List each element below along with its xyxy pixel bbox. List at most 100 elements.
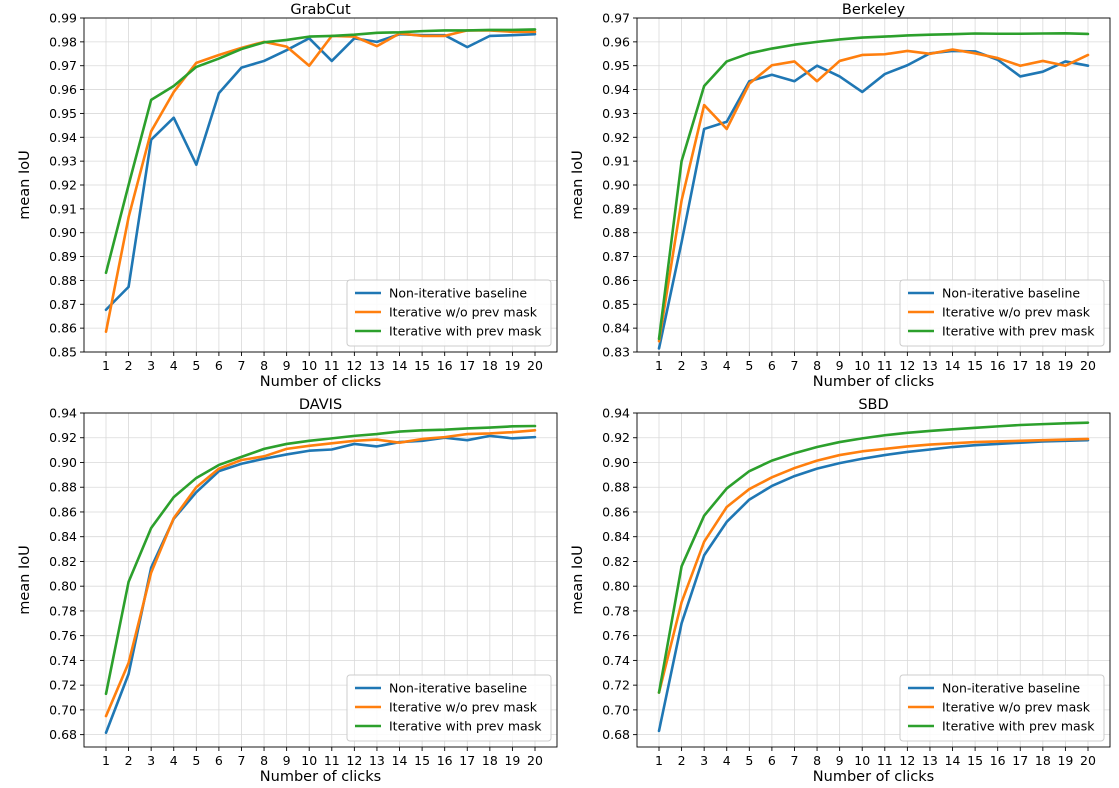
legend-label: Iterative w/o prev mask bbox=[942, 700, 1091, 715]
x-tick-label: 9 bbox=[283, 753, 291, 768]
y-tick-label: 0.76 bbox=[602, 628, 630, 643]
x-tick-label: 3 bbox=[700, 753, 708, 768]
y-tick-label: 0.95 bbox=[602, 58, 630, 73]
x-tick-label: 20 bbox=[1080, 753, 1096, 768]
series-line-1 bbox=[104, 32, 537, 312]
series-line-3 bbox=[104, 28, 537, 275]
y-tick-label: 0.82 bbox=[602, 554, 630, 569]
y-tick-label: 0.74 bbox=[602, 653, 630, 668]
legend: Non-iterative baseline Iterative w/o prev… bbox=[346, 279, 552, 347]
y-tick-label: 0.72 bbox=[49, 678, 77, 693]
x-tick-label: 11 bbox=[877, 753, 893, 768]
series-line-1 bbox=[657, 438, 1090, 733]
y-tick-label: 0.96 bbox=[49, 82, 77, 97]
x-tick-label: 6 bbox=[768, 358, 776, 373]
y-tick-label: 0.85 bbox=[602, 297, 630, 312]
legend: Non-iterative baseline Iterative w/o prev… bbox=[899, 674, 1105, 742]
x-tick-label: 20 bbox=[527, 358, 543, 373]
y-tick-label: 0.68 bbox=[49, 727, 77, 742]
x-tick-label: 5 bbox=[192, 358, 200, 373]
x-tick-label: 2 bbox=[678, 753, 686, 768]
y-tick-label: 0.80 bbox=[49, 579, 77, 594]
y-tick-label: 0.95 bbox=[49, 106, 77, 121]
x-tick-label: 13 bbox=[922, 753, 938, 768]
legend-box bbox=[346, 279, 552, 347]
x-tick-label: 13 bbox=[369, 358, 385, 373]
legend-box bbox=[346, 674, 552, 742]
series-line-2 bbox=[104, 429, 537, 718]
legend-label: Non-iterative baseline bbox=[942, 286, 1080, 301]
x-tick-label: 1 bbox=[102, 753, 110, 768]
x-tick-label: 9 bbox=[836, 753, 844, 768]
y-tick-label: 0.83 bbox=[602, 345, 630, 360]
y-tick-label: 0.72 bbox=[602, 678, 630, 693]
plot-frame bbox=[636, 17, 1111, 353]
series-line-3 bbox=[657, 31, 1090, 341]
x-tick-label: 13 bbox=[369, 753, 385, 768]
x-tick-label: 8 bbox=[813, 753, 821, 768]
x-tick-label: 7 bbox=[237, 358, 245, 373]
x-tick-label: 9 bbox=[283, 358, 291, 373]
y-axis-label: mean IoU bbox=[570, 545, 586, 615]
x-tick-label: 1 bbox=[102, 358, 110, 373]
x-tick-label: 5 bbox=[745, 358, 753, 373]
y-axis-label: mean IoU bbox=[17, 150, 33, 220]
x-tick-label: 14 bbox=[945, 753, 961, 768]
y-tick-label: 0.88 bbox=[49, 273, 77, 288]
legend-label: Iterative with prev mask bbox=[942, 324, 1095, 339]
y-tick-label: 0.91 bbox=[49, 201, 77, 216]
x-tick-label: 16 bbox=[990, 358, 1006, 373]
chart-panel-berkeley: 1 2 3 4 5 6 7 8 9 10 11 12 13 14 15 16 17 18 19 200.830.840… bbox=[570, 2, 1111, 390]
x-tick-label: 18 bbox=[1035, 753, 1051, 768]
chart-title: DAVIS bbox=[299, 397, 342, 413]
legend-label: Iterative w/o prev mask bbox=[942, 305, 1091, 320]
legend-label: Non-iterative baseline bbox=[389, 681, 527, 696]
x-tick-label: 11 bbox=[877, 358, 893, 373]
legend-label: Non-iterative baseline bbox=[389, 286, 527, 301]
y-tick-label: 0.90 bbox=[602, 455, 630, 470]
x-tick-label: 19 bbox=[1057, 753, 1073, 768]
y-tick-label: 0.78 bbox=[49, 603, 77, 618]
y-tick-label: 0.68 bbox=[602, 727, 630, 742]
x-tick-label: 1 bbox=[655, 753, 663, 768]
y-tick-label: 0.86 bbox=[49, 321, 77, 336]
x-tick-label: 10 bbox=[854, 753, 870, 768]
y-tick-label: 0.76 bbox=[49, 628, 77, 643]
y-tick-label: 0.86 bbox=[602, 273, 630, 288]
x-tick-label: 15 bbox=[414, 753, 430, 768]
x-tick-label: 19 bbox=[1057, 358, 1073, 373]
x-tick-label: 5 bbox=[745, 753, 753, 768]
y-tick-label: 0.85 bbox=[49, 345, 77, 360]
x-tick-label: 18 bbox=[482, 753, 498, 768]
x-tick-label: 8 bbox=[260, 753, 268, 768]
x-tick-label: 14 bbox=[945, 358, 961, 373]
x-tick-label: 7 bbox=[237, 753, 245, 768]
y-tick-label: 0.94 bbox=[49, 130, 77, 145]
x-tick-label: 15 bbox=[967, 753, 983, 768]
y-tick-label: 0.90 bbox=[49, 455, 77, 470]
x-tick-label: 3 bbox=[147, 753, 155, 768]
chart-panel-davis: 1 2 3 4 5 6 7 8 9 10 11 12 13 14 15 16 17 18 19 200.680.700… bbox=[17, 397, 558, 785]
plot-frame bbox=[636, 412, 1111, 748]
y-tick-label: 0.92 bbox=[49, 178, 77, 193]
y-tick-label: 0.86 bbox=[602, 504, 630, 519]
x-tick-label: 12 bbox=[899, 753, 915, 768]
x-tick-label: 20 bbox=[527, 753, 543, 768]
plot-frame bbox=[83, 17, 558, 353]
x-tick-label: 19 bbox=[504, 358, 520, 373]
legend-label: Iterative w/o prev mask bbox=[389, 700, 538, 715]
series-line-2 bbox=[657, 437, 1090, 694]
x-tick-label: 14 bbox=[392, 358, 408, 373]
x-tick-label: 17 bbox=[1012, 358, 1028, 373]
x-tick-label: 4 bbox=[723, 753, 731, 768]
x-tick-label: 10 bbox=[301, 358, 317, 373]
x-tick-label: 5 bbox=[192, 753, 200, 768]
x-tick-label: 6 bbox=[215, 358, 223, 373]
chart-title: Berkeley bbox=[842, 2, 906, 18]
plot-frame bbox=[83, 412, 558, 748]
x-tick-label: 11 bbox=[324, 753, 340, 768]
y-tick-label: 0.70 bbox=[602, 702, 630, 717]
series-line-3 bbox=[657, 421, 1090, 694]
chart-panel-grabcut: 1 2 3 4 5 6 7 8 9 10 11 12 13 14 15 16 17 18 19 200.850.860… bbox=[17, 2, 558, 390]
y-tick-label: 0.96 bbox=[602, 34, 630, 49]
